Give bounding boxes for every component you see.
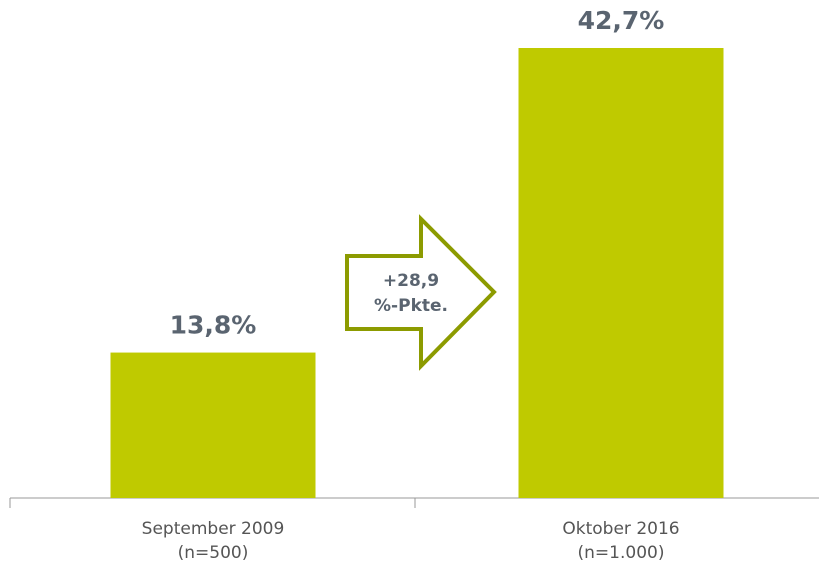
arrow bbox=[345, 214, 497, 371]
sample-size: (n=1.000) bbox=[578, 543, 665, 563]
value-label: 42,7% bbox=[578, 6, 665, 35]
sample-size: (n=500) bbox=[178, 543, 249, 563]
annotation: +28,9 bbox=[383, 271, 439, 291]
x-tick-label: September 2009 bbox=[142, 519, 285, 539]
annotation: %-Pkte. bbox=[374, 296, 448, 316]
bar bbox=[518, 48, 724, 498]
bar bbox=[110, 352, 316, 498]
value-label: 13,8% bbox=[170, 311, 257, 340]
x-tick-label: Oktober 2016 bbox=[562, 519, 679, 539]
